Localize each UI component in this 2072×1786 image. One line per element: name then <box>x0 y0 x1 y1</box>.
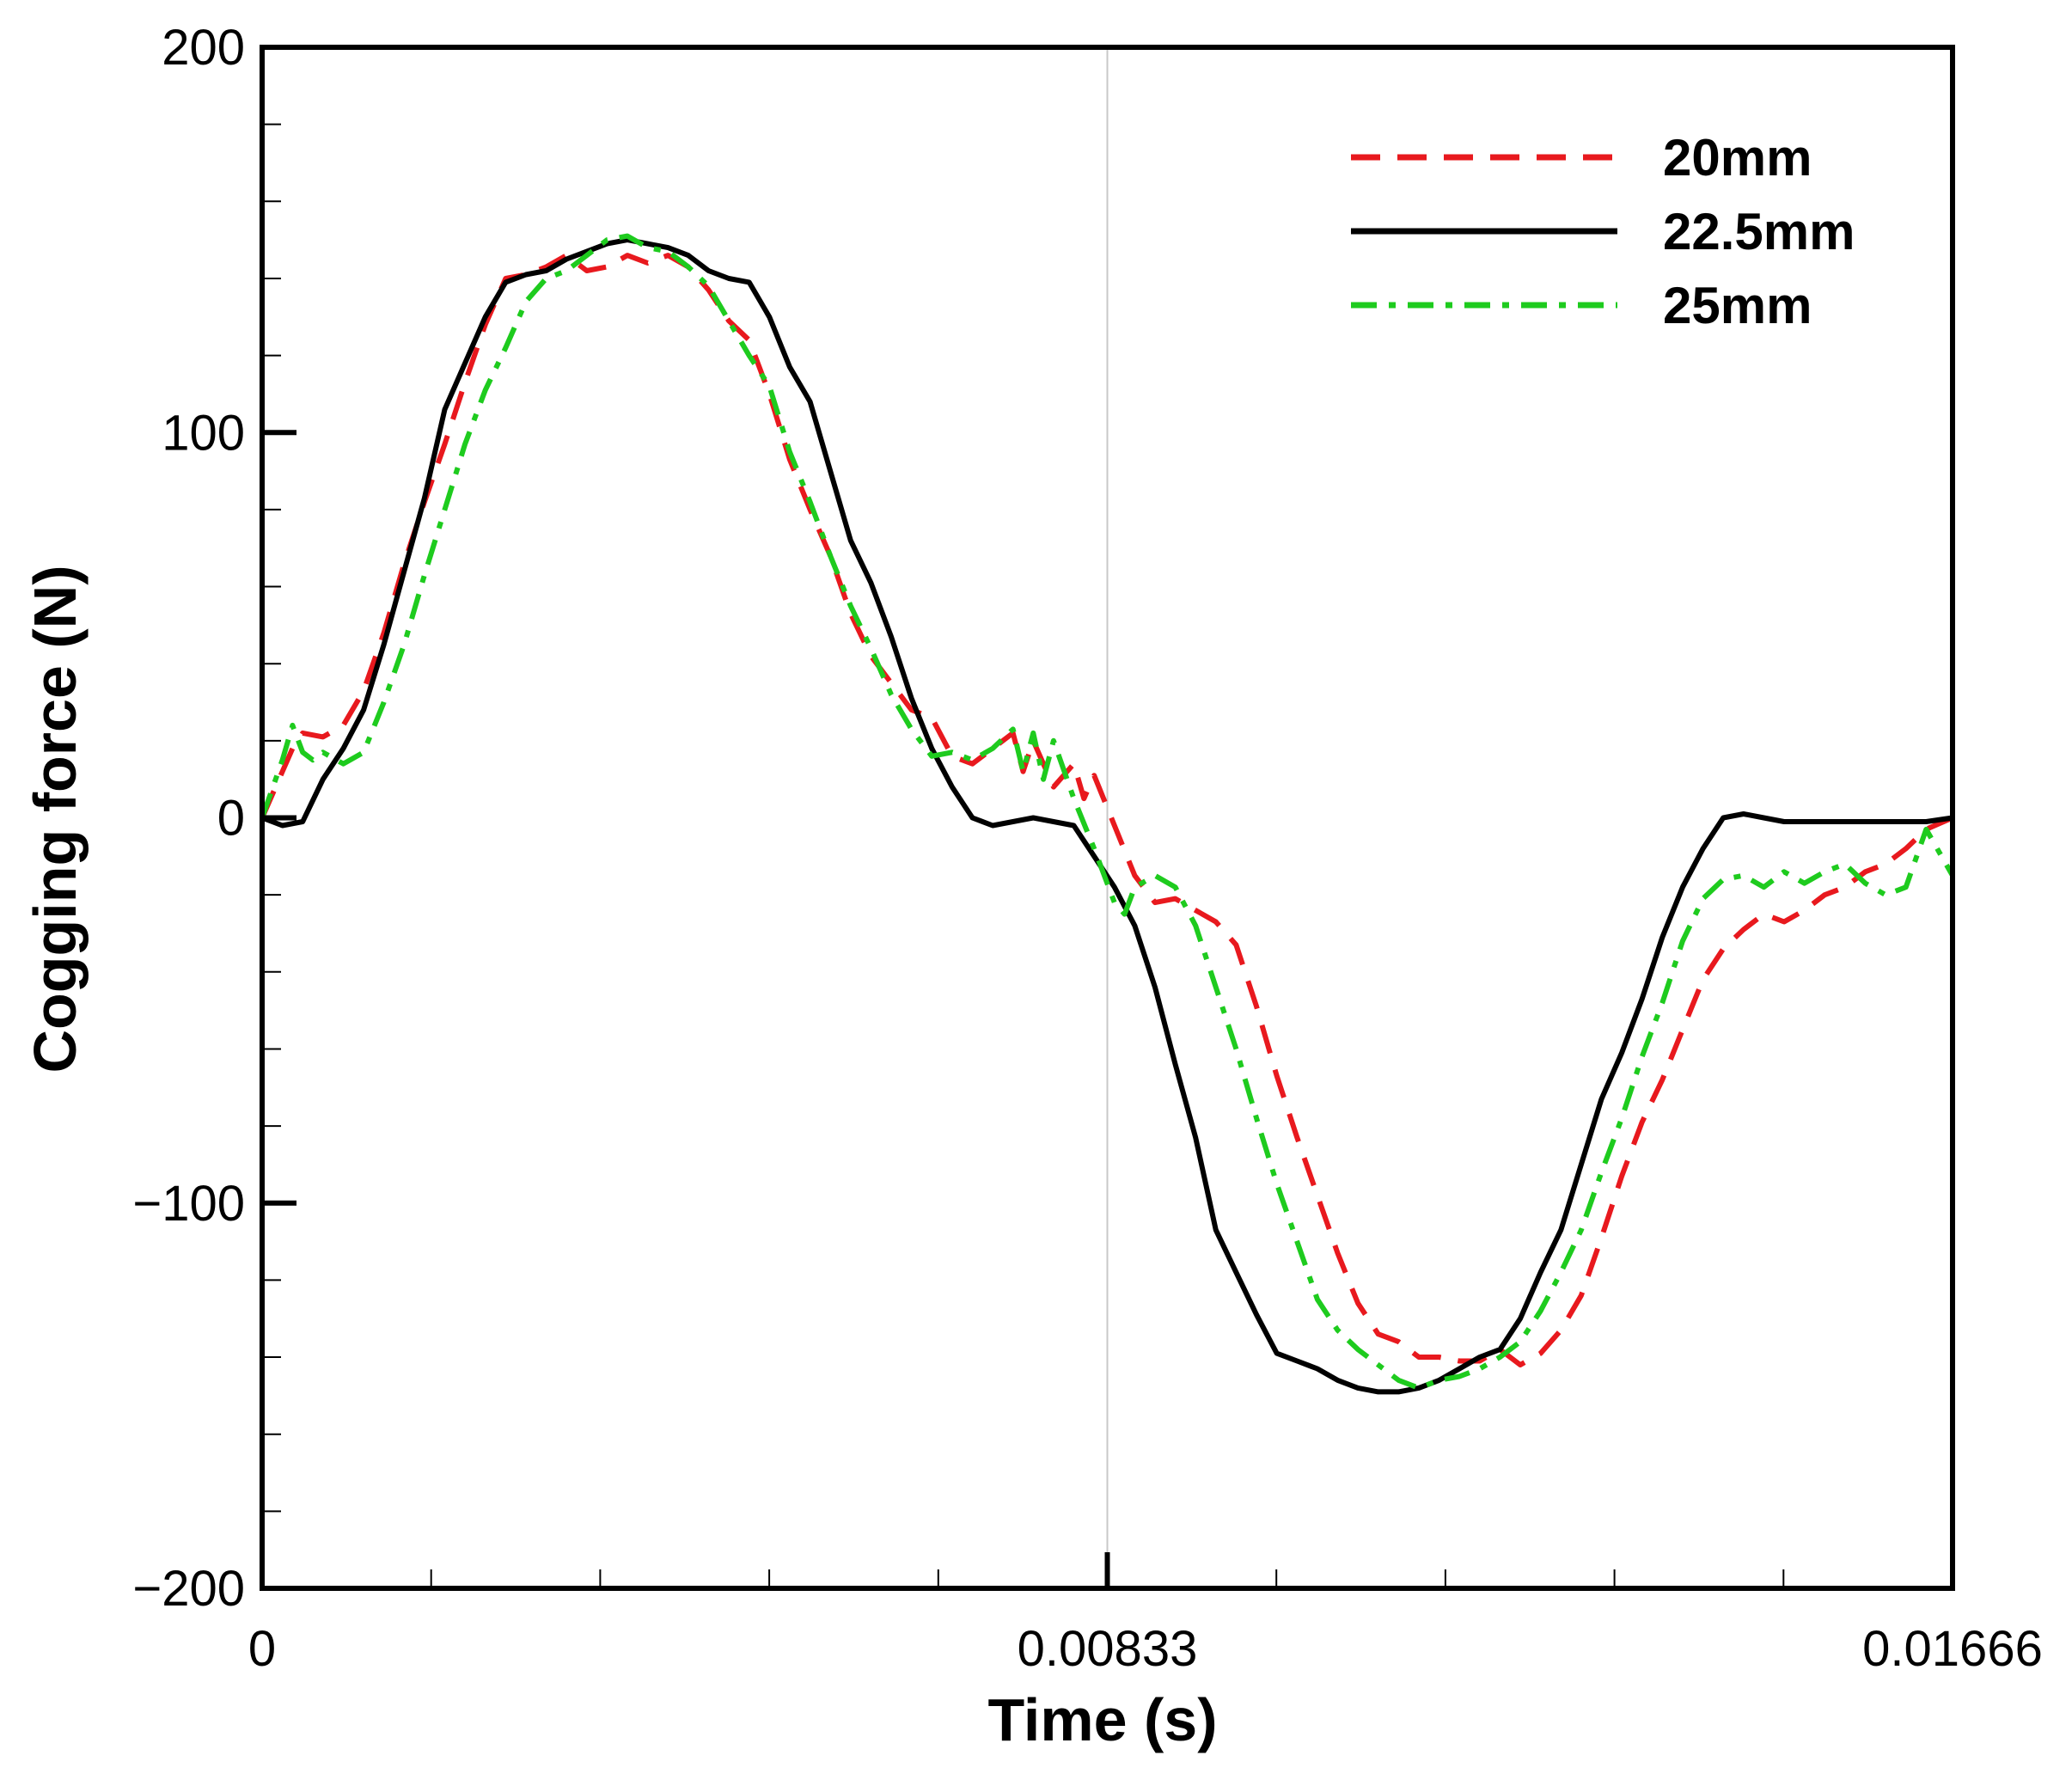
legend-label-25mm: 25mm <box>1663 277 1812 334</box>
y-tick-label: 100 <box>162 405 245 461</box>
x-axis-title: Time (s) <box>987 1686 1217 1753</box>
y-tick-label: −200 <box>132 1561 245 1617</box>
y-tick-label: 200 <box>162 20 245 76</box>
series-line-25mm <box>260 233 1955 1391</box>
x-tick-label: 0.00833 <box>1018 1621 1198 1677</box>
y-axis-title: Cogging force (N) <box>21 565 89 1073</box>
y-tick-label: −100 <box>132 1176 245 1232</box>
y-tick-label: 0 <box>217 791 245 847</box>
x-tick-label: 0.01666 <box>1862 1621 2043 1677</box>
series-line-20mm <box>260 253 1954 1367</box>
legend-label-20mm: 20mm <box>1663 129 1812 187</box>
x-tick-label: 0 <box>248 1621 276 1677</box>
legend-label-22.5mm: 22.5mm <box>1663 203 1855 260</box>
series-layer <box>260 233 1955 1395</box>
plot-frame <box>260 45 1955 1591</box>
legend: 20mm 22.5mm 25mm <box>1351 129 1855 334</box>
